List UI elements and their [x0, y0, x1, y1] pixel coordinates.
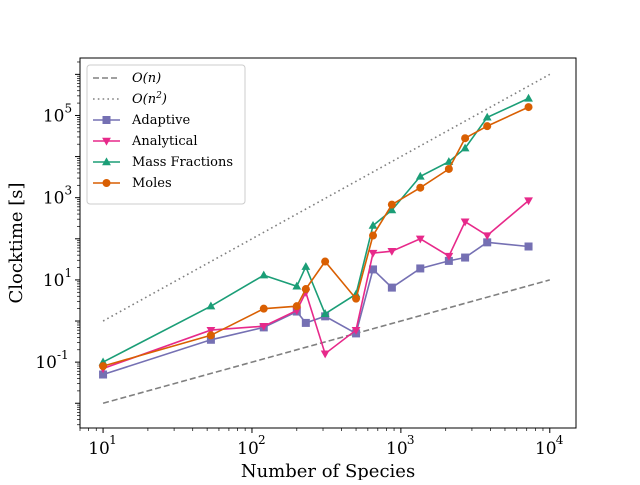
data-point [415, 171, 425, 180]
legend-marker [102, 137, 111, 146]
x-tick-exponent: 3 [407, 433, 415, 447]
data-point [387, 200, 396, 209]
reference-lines [102, 73, 551, 405]
data-point [460, 218, 470, 227]
legend-label: Moles [132, 176, 172, 191]
legend-label: Analytical [131, 134, 198, 149]
data-point [524, 93, 533, 102]
legend-marker [102, 116, 111, 124]
data-point [320, 309, 330, 317]
series-line [102, 106, 529, 367]
data-point [320, 350, 330, 359]
data-point [292, 281, 302, 290]
data-point [206, 301, 216, 310]
data-point [259, 270, 269, 279]
y-tick-exponent: 3 [65, 184, 73, 198]
data-point [482, 112, 492, 121]
data-point [301, 262, 311, 270]
reference-line-quadratic [102, 73, 551, 322]
legend: O(n) O(n2) Adaptive Analytical Mass Fraction… [86, 64, 246, 205]
y-tick-label: 10 [43, 189, 65, 209]
data-point [460, 143, 470, 152]
data-point [259, 322, 269, 331]
data-point [482, 232, 492, 241]
data-point [206, 335, 215, 344]
y-tick-label: 10 [43, 106, 65, 126]
x-axis-title: Number of Species [241, 461, 415, 480]
y-tick-exponent: 5 [65, 101, 73, 115]
data-point [444, 256, 453, 265]
series-line [102, 199, 530, 370]
x-tick-exponent: 1 [109, 433, 117, 447]
legend-label: O(n) [132, 71, 161, 86]
x-axis: 10 1 10 2 10 3 10 4 [79, 428, 564, 459]
y-tick-exponent: -1 [57, 348, 69, 362]
legend-label: Adaptive [131, 113, 191, 128]
data-point [524, 197, 533, 206]
legend-label: O(n2) [132, 91, 167, 107]
data-point [415, 235, 425, 244]
legend-box [86, 64, 246, 205]
data-point [206, 331, 215, 340]
data-point [387, 205, 397, 214]
x-tick-exponent: 4 [556, 433, 564, 447]
data-point [368, 220, 378, 229]
data-point [206, 326, 216, 335]
series-layer [98, 93, 533, 379]
data-point [416, 183, 425, 192]
data-point [483, 122, 492, 131]
data-point [387, 283, 396, 292]
data-point [444, 157, 454, 165]
data-point [444, 252, 454, 261]
data-point [416, 264, 425, 273]
legend-marker [102, 157, 111, 166]
data-point [301, 285, 310, 294]
legend-label: Mass Fractions [132, 155, 233, 170]
data-point [351, 326, 361, 335]
data-point [368, 249, 378, 258]
data-point [444, 164, 453, 173]
data-point [321, 257, 330, 266]
y-tick-exponent: 1 [65, 266, 73, 280]
data-point [461, 134, 470, 143]
y-axis-title: Clocktime [s] [6, 182, 27, 303]
series-moles [99, 103, 533, 371]
data-point [352, 294, 361, 303]
legend-marker [102, 179, 111, 187]
x-tick-exponent: 2 [258, 433, 266, 447]
data-point [259, 304, 268, 313]
data-point [524, 242, 533, 251]
x-tick-label: 10 [237, 439, 259, 459]
data-point [369, 265, 378, 274]
data-point [292, 302, 301, 311]
data-point [99, 370, 108, 379]
data-point [461, 253, 470, 262]
data-point [483, 238, 492, 247]
data-point [301, 318, 310, 327]
x-tick-label: 10 [535, 439, 557, 459]
data-point [524, 103, 533, 112]
y-tick-label: 10 [35, 353, 57, 373]
data-point [369, 231, 378, 240]
x-tick-label: 10 [88, 439, 110, 459]
x-tick-label: 10 [386, 439, 408, 459]
data-point [99, 362, 108, 371]
y-tick-label: 10 [43, 271, 65, 291]
reference-line-linear [102, 279, 550, 405]
data-point [387, 247, 397, 256]
